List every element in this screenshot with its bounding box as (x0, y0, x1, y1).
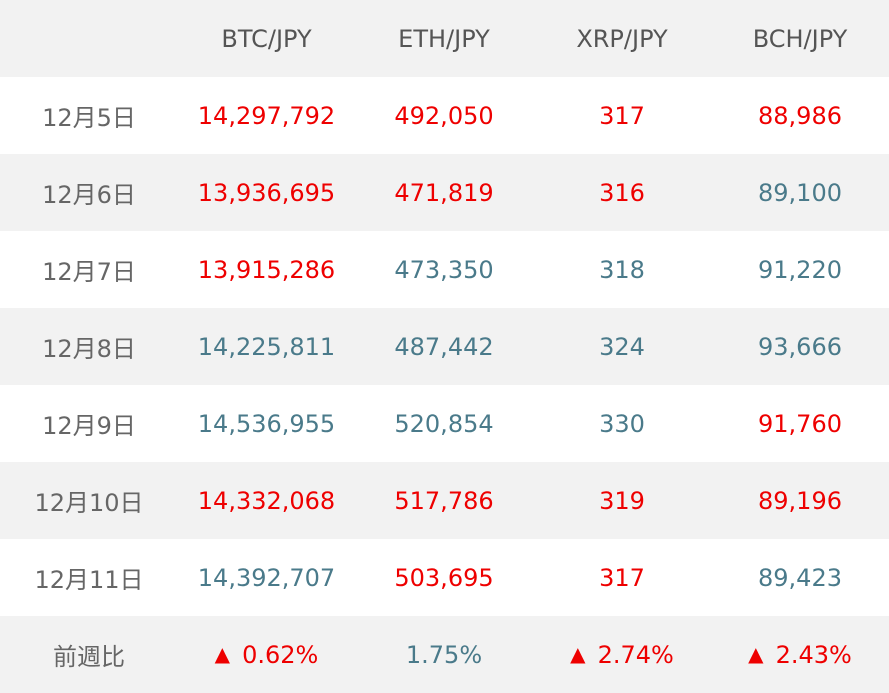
table-row: 12月6日 13,936,695 471,819 316 89,100 (0, 154, 889, 231)
weekly-change-label: 前週比 (0, 616, 178, 693)
price-cell-xrp: 330 (533, 385, 711, 462)
table-footer: 前週比 ▲ 0.62% 1.75% ▲ 2.74% ▲ 2.43% (0, 616, 889, 693)
header-eth: ETH/JPY (355, 0, 533, 77)
header-btc: BTC/JPY (178, 0, 355, 77)
price-cell-bch: 93,666 (711, 308, 889, 385)
date-cell: 12月8日 (0, 308, 178, 385)
weekly-change-eth: 1.75% (355, 616, 533, 693)
table-row: 12月8日 14,225,811 487,442 324 93,666 (0, 308, 889, 385)
weekly-change-row: 前週比 ▲ 0.62% 1.75% ▲ 2.74% ▲ 2.43% (0, 616, 889, 693)
price-cell-bch: 91,220 (711, 231, 889, 308)
price-cell-bch: 88,986 (711, 77, 889, 154)
date-cell: 12月6日 (0, 154, 178, 231)
price-cell-eth: 503,695 (355, 539, 533, 616)
price-cell-bch: 91,760 (711, 385, 889, 462)
weekly-change-value: 1.75% (405, 640, 483, 669)
weekly-change-value: 2.43% (775, 640, 852, 669)
price-cell-btc: 14,225,811 (178, 308, 355, 385)
table-row: 12月7日 13,915,286 473,350 318 91,220 (0, 231, 889, 308)
price-cell-xrp: 317 (533, 77, 711, 154)
price-cell-eth: 487,442 (355, 308, 533, 385)
price-cell-eth: 517,786 (355, 462, 533, 539)
table-row: 12月11日 14,392,707 503,695 317 89,423 (0, 539, 889, 616)
date-cell: 12月7日 (0, 231, 178, 308)
up-triangle-icon: ▲ (570, 641, 586, 666)
price-cell-btc: 14,536,955 (178, 385, 355, 462)
price-cell-xrp: 318 (533, 231, 711, 308)
price-cell-eth: 520,854 (355, 385, 533, 462)
price-cell-eth: 471,819 (355, 154, 533, 231)
header-xrp: XRP/JPY (533, 0, 711, 77)
weekly-change-value: 2.74% (597, 640, 674, 669)
table-row: 12月10日 14,332,068 517,786 319 89,196 (0, 462, 889, 539)
weekly-change-bch: ▲ 2.43% (711, 616, 889, 693)
weekly-change-xrp: ▲ 2.74% (533, 616, 711, 693)
table-body: 12月5日 14,297,792 492,050 317 88,986 12月6日 13,9… (0, 77, 889, 616)
up-triangle-icon: ▲ (748, 641, 764, 666)
table-header: BTC/JPY ETH/JPY XRP/JPY BCH/JPY (0, 0, 889, 77)
date-cell: 12月5日 (0, 77, 178, 154)
price-cell-bch: 89,196 (711, 462, 889, 539)
price-cell-xrp: 317 (533, 539, 711, 616)
price-cell-btc: 14,332,068 (178, 462, 355, 539)
table-row: 12月9日 14,536,955 520,854 330 91,760 (0, 385, 889, 462)
price-cell-bch: 89,100 (711, 154, 889, 231)
header-bch: BCH/JPY (711, 0, 889, 77)
price-cell-btc: 13,936,695 (178, 154, 355, 231)
price-cell-bch: 89,423 (711, 539, 889, 616)
table-row: 12月5日 14,297,792 492,050 317 88,986 (0, 77, 889, 154)
price-cell-eth: 492,050 (355, 77, 533, 154)
date-cell: 12月11日 (0, 539, 178, 616)
up-triangle-icon: ▲ (214, 641, 231, 666)
weekly-change-value: 0.62% (242, 640, 319, 669)
price-cell-xrp: 324 (533, 308, 711, 385)
price-cell-xrp: 319 (533, 462, 711, 539)
header-row: BTC/JPY ETH/JPY XRP/JPY BCH/JPY (0, 0, 889, 77)
header-date (0, 0, 178, 77)
price-cell-btc: 14,392,707 (178, 539, 355, 616)
price-cell-xrp: 316 (533, 154, 711, 231)
date-cell: 12月10日 (0, 462, 178, 539)
weekly-change-btc: ▲ 0.62% (178, 616, 355, 693)
price-cell-eth: 473,350 (355, 231, 533, 308)
price-cell-btc: 14,297,792 (178, 77, 355, 154)
price-cell-btc: 13,915,286 (178, 231, 355, 308)
date-cell: 12月9日 (0, 385, 178, 462)
